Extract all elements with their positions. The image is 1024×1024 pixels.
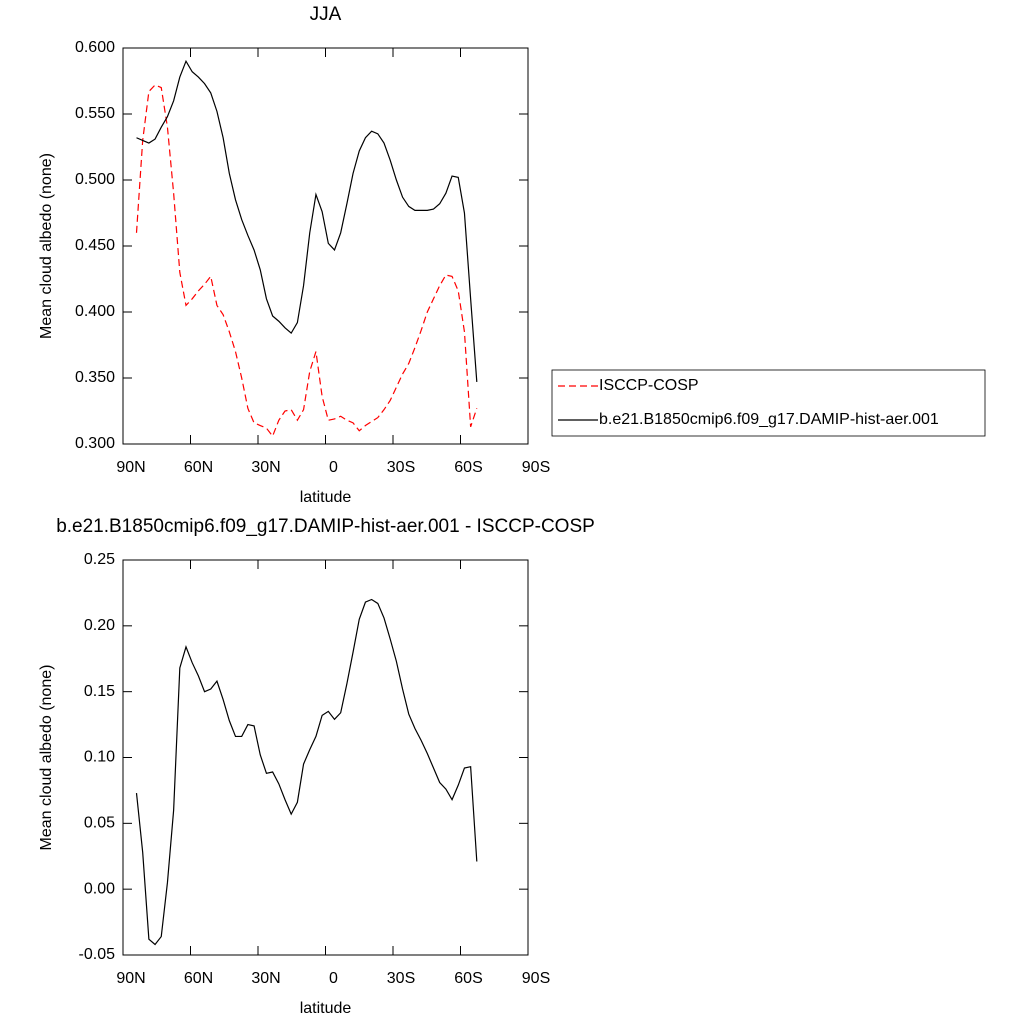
x-tick-label: 90S [522, 970, 550, 987]
y-tick-label: 0.10 [84, 749, 115, 766]
y-tick-label: 0.450 [75, 237, 115, 254]
plot-frame [122, 559, 529, 956]
y-tick-label: 0.500 [75, 171, 115, 188]
legend: ISCCP-COSP b.e21.B1850cmip6.f09_g17.DAMIP… [551, 369, 986, 437]
x-tick-label: 90N [116, 459, 145, 476]
data-line [136, 59, 478, 383]
chart-title: b.e21.B1850cmip6.f09_g17.DAMIP-hist-aer.… [56, 516, 595, 537]
plot-frame [122, 47, 529, 445]
y-tick-label: 0.05 [84, 815, 115, 832]
x-axis-label: latitude [300, 489, 352, 506]
x-tick-label: 90S [522, 459, 550, 476]
x-tick-label: 60N [184, 970, 213, 987]
chart-title: JJA [310, 4, 342, 25]
x-tick-label: 90N [116, 970, 145, 987]
y-tick-label: -0.05 [79, 946, 116, 963]
x-tick-label: 30N [251, 459, 280, 476]
x-tick-label: 60S [454, 459, 482, 476]
y-tick-label: 0.300 [75, 435, 115, 452]
data-line [135, 84, 478, 438]
plot: JJA latitude Mean cloud albedo (none) 0.300… [38, 4, 986, 506]
y-axis-label: Mean cloud albedo (none) [38, 665, 55, 851]
y-tick-label: 0.25 [84, 551, 115, 568]
y-tick-label: 0.350 [75, 369, 115, 386]
y-tick-label: 0.15 [84, 683, 115, 700]
x-tick-label: 60N [184, 459, 213, 476]
y-tick-label: 0.550 [75, 105, 115, 122]
y-tick-label: 0.20 [84, 617, 115, 634]
data-line [135, 598, 478, 946]
y-tick-label: 0.600 [75, 39, 115, 56]
y-tick-label: 0.400 [75, 303, 115, 320]
x-tick-label: 0 [329, 970, 338, 987]
x-tick-label: 30S [387, 459, 415, 476]
plot: b.e21.B1850cmip6.f09_g17.DAMIP-hist-aer.… [38, 516, 595, 1017]
legend-label: b.e21.B1850cmip6.f09_g17.DAMIP-hist-aer.… [599, 411, 939, 428]
legend-label: ISCCP-COSP [599, 377, 699, 394]
y-tick-label: 0.00 [84, 880, 115, 897]
x-axis-label: latitude [300, 1000, 352, 1017]
x-tick-label: 60S [454, 970, 482, 987]
x-tick-label: 0 [329, 459, 338, 476]
x-tick-label: 30S [387, 970, 415, 987]
x-tick-label: 30N [251, 970, 280, 987]
y-axis-label: Mean cloud albedo (none) [38, 153, 55, 339]
legend-box [551, 369, 986, 437]
